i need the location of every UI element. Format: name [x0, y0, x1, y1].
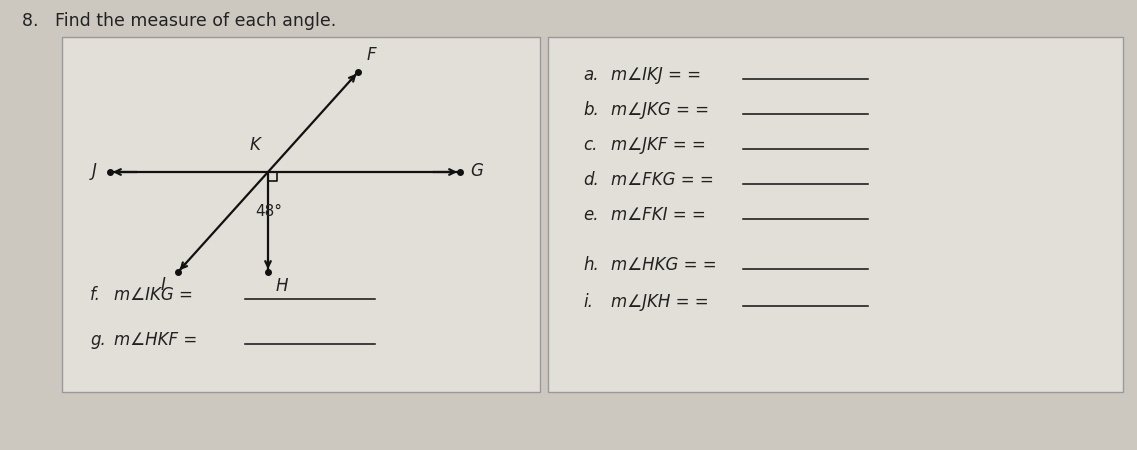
Bar — [548, 37, 1123, 392]
Text: H: H — [276, 277, 289, 295]
Text: m∠HKF =: m∠HKF = — [114, 331, 197, 349]
Text: m∠JKF = =: m∠JKF = = — [611, 136, 706, 154]
Text: J: J — [92, 162, 97, 180]
Text: i.: i. — [583, 293, 592, 311]
Text: m∠HKG = =: m∠HKG = = — [611, 256, 716, 274]
Text: m∠FKG = =: m∠FKG = = — [611, 171, 714, 189]
Text: I: I — [160, 276, 166, 294]
Text: c.: c. — [583, 136, 597, 154]
Text: F: F — [366, 46, 376, 64]
Text: m∠FKI = =: m∠FKI = = — [611, 206, 706, 224]
Text: 48°: 48° — [255, 204, 282, 219]
Text: h.: h. — [583, 256, 599, 274]
Text: b.: b. — [583, 101, 599, 119]
Text: m∠JKG = =: m∠JKG = = — [611, 101, 709, 119]
Text: g.: g. — [90, 331, 106, 349]
Text: G: G — [470, 162, 483, 180]
Text: 8.   Find the measure of each angle.: 8. Find the measure of each angle. — [22, 12, 337, 30]
Text: m∠IKJ = =: m∠IKJ = = — [611, 66, 702, 84]
Text: d.: d. — [583, 171, 599, 189]
Text: K: K — [249, 136, 260, 154]
Text: m∠JKH = =: m∠JKH = = — [611, 293, 708, 311]
Text: f.: f. — [90, 286, 101, 304]
Text: a.: a. — [583, 66, 598, 84]
Bar — [63, 37, 540, 392]
Text: e.: e. — [583, 206, 598, 224]
Text: m∠IKG =: m∠IKG = — [114, 286, 193, 304]
